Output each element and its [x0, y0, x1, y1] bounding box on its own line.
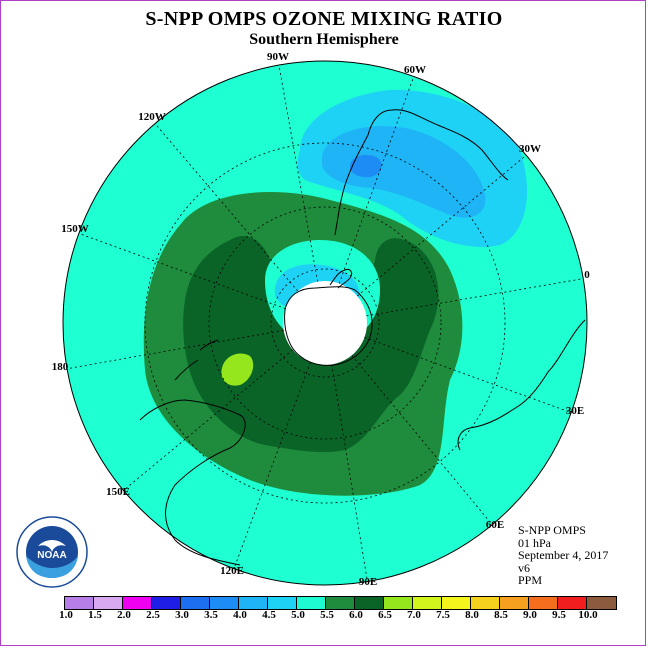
legend-swatch [471, 597, 500, 609]
legend-swatch [65, 597, 94, 609]
longitude-label: 30E [566, 405, 584, 417]
legend-label: 3.0 [175, 609, 189, 621]
legend-label: 8.0 [465, 609, 479, 621]
legend-label: 5.0 [291, 609, 305, 621]
longitude-label: 120E [220, 565, 244, 577]
meridian-line [331, 364, 368, 582]
legend-label: 1.5 [88, 609, 102, 621]
meridian-line [78, 233, 286, 310]
meridian-line [123, 349, 293, 491]
latitude-circle-60s [144, 142, 506, 504]
meridian-line [66, 329, 284, 370]
legend-swatch [123, 597, 152, 609]
meridian-line [366, 278, 584, 317]
polar-no-data [283, 281, 367, 365]
legend-swatch [239, 597, 268, 609]
legend-label: 7.0 [407, 609, 421, 621]
legend-label: 6.5 [378, 609, 392, 621]
legend-label: 9.0 [523, 609, 537, 621]
longitude-label: 150W [61, 223, 89, 235]
longitude-label: 180 [52, 361, 69, 373]
legend-label: 1.0 [59, 609, 73, 621]
latitude-circle-70s [208, 206, 442, 440]
legend-label: 8.5 [494, 609, 508, 621]
info-level: 01 hPa [518, 535, 551, 550]
legend-swatch [326, 597, 355, 609]
coastline-africa [457, 319, 586, 451]
latitude-circle-80s [270, 268, 380, 378]
page-subtitle: Southern Hemisphere [249, 31, 399, 48]
meridian-line [154, 123, 299, 292]
field-6.5 [221, 353, 254, 386]
field-3.5 [349, 154, 382, 178]
longitude-labels: 90W 60W 30W 0 30E 60E 90E 120E 150E 180 150W 120W [52, 51, 591, 588]
color-legend [64, 596, 617, 610]
legend-swatch [297, 597, 326, 609]
meridian-line [278, 65, 319, 282]
noaa-logo: NOAA [16, 516, 88, 593]
legend-label: 7.5 [436, 609, 450, 621]
map-boundary [62, 60, 588, 586]
legend-swatch [210, 597, 239, 609]
legend-swatch [413, 597, 442, 609]
longitude-label: 90E [359, 576, 377, 588]
coastline-australia [139, 399, 246, 566]
longitude-label: 60E [486, 519, 504, 531]
meridian-line [351, 355, 493, 525]
meridian-line [364, 336, 572, 413]
legend-label: 6.0 [349, 609, 363, 621]
longitude-label: 60W [404, 64, 426, 76]
legend-swatch [268, 597, 297, 609]
legend-swatch [384, 597, 413, 609]
legend-label: 9.5 [552, 609, 566, 621]
legend-swatch [152, 597, 181, 609]
legend-swatch [442, 597, 471, 609]
meridian-line [233, 362, 311, 569]
longitude-label: 0 [584, 269, 590, 281]
legend-label: 5.5 [320, 609, 334, 621]
coastline-south-america [334, 109, 509, 236]
legend-swatch [94, 597, 123, 609]
info-block: S-NPP OMPS 01 hPa September 4, 2017 v6 P… [518, 524, 608, 587]
info-date: September 4, 2017 [518, 548, 609, 562]
info-units: PPM [518, 573, 543, 587]
field-4.0 [322, 126, 486, 218]
info-version: v6 [518, 560, 530, 575]
legend-labels: 1.0 1.5 2.0 2.5 3.0 3.5 4.0 4.5 5.0 5.5 6.0 6.5 7.0 7… [0, 609, 648, 623]
coastline-new-zealand [174, 339, 219, 381]
longitude-label: 30W [519, 143, 541, 155]
coastline-antarctica [284, 286, 373, 366]
coastline-antarctic-peninsula [329, 269, 353, 289]
legend-label: 3.5 [204, 609, 218, 621]
legend-swatch [500, 597, 529, 609]
longitude-label: 120W [138, 111, 166, 123]
longitude-label: 90W [267, 51, 289, 63]
legend-swatch [181, 597, 210, 609]
graticule [66, 65, 584, 582]
legend-label: 2.5 [146, 609, 160, 621]
legend-swatch [558, 597, 587, 609]
meridian-line [338, 76, 415, 284]
legend-label: 10.0 [578, 609, 598, 621]
info-instrument: S-NPP OMPS [518, 523, 586, 537]
legend-swatch [529, 597, 558, 609]
legend-swatch [355, 597, 384, 609]
longitude-label: 150E [106, 486, 130, 498]
legend-swatch [587, 597, 616, 609]
page-title: S-NPP OMPS OZONE MIXING RATIO [145, 8, 503, 30]
legend-label: 4.5 [262, 609, 276, 621]
noaa-logo-text: NOAA [37, 550, 66, 561]
noaa-logo-icon: NOAA [16, 516, 88, 588]
coastlines [139, 109, 586, 566]
legend-label: 4.0 [233, 609, 247, 621]
meridian-line [356, 154, 527, 297]
legend-label: 2.0 [117, 609, 131, 621]
